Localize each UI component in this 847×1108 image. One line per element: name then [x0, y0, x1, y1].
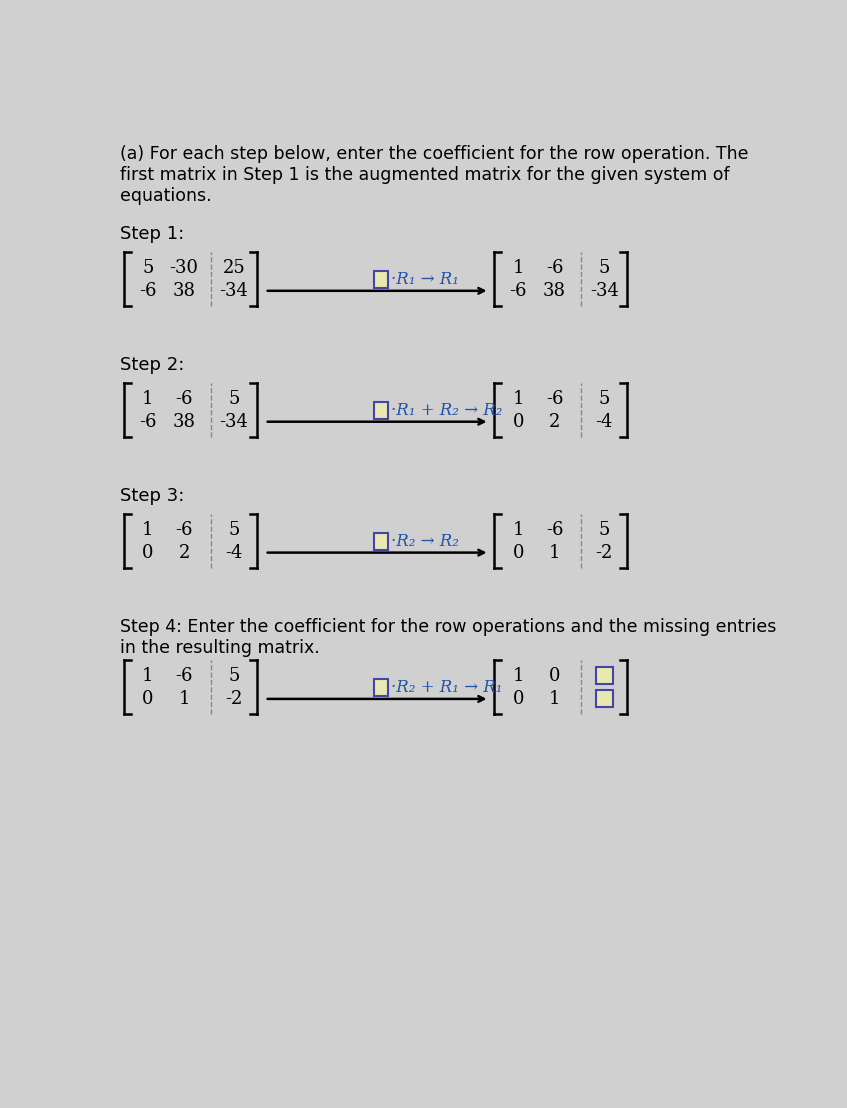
Text: 5: 5 [228, 667, 240, 685]
Text: 38: 38 [173, 281, 196, 300]
Text: 1: 1 [512, 521, 524, 538]
Text: Step 3:: Step 3: [119, 488, 184, 505]
Text: 5: 5 [599, 521, 610, 538]
Text: 0: 0 [512, 690, 524, 708]
Text: -2: -2 [595, 544, 613, 562]
Text: 5: 5 [599, 258, 610, 277]
Text: ·R₁ + R₂ → R₂: ·R₁ + R₂ → R₂ [391, 402, 502, 419]
FancyBboxPatch shape [374, 270, 388, 288]
Text: (a) For each step below, enter the coefficient for the row operation. The
first : (a) For each step below, enter the coeff… [119, 145, 749, 205]
Text: -6: -6 [545, 258, 563, 277]
Text: -2: -2 [225, 690, 242, 708]
Text: ·R₂ + R₁ → R₁: ·R₂ + R₁ → R₁ [391, 679, 502, 696]
Text: 0: 0 [512, 544, 524, 562]
Text: 2: 2 [179, 544, 190, 562]
Text: -6: -6 [175, 390, 193, 408]
Text: 1: 1 [142, 667, 153, 685]
Text: -4: -4 [595, 412, 613, 431]
Text: -4: -4 [225, 544, 242, 562]
Text: -6: -6 [509, 281, 527, 300]
Text: 1: 1 [549, 690, 561, 708]
Text: 25: 25 [223, 258, 245, 277]
Text: 2: 2 [549, 412, 560, 431]
Text: 38: 38 [173, 412, 196, 431]
Text: 1: 1 [179, 690, 190, 708]
FancyBboxPatch shape [595, 667, 612, 685]
Text: -6: -6 [175, 667, 193, 685]
Text: Step 2:: Step 2: [119, 357, 184, 375]
Text: 5: 5 [228, 521, 240, 538]
Text: -6: -6 [545, 390, 563, 408]
Text: ·R₂ → R₂: ·R₂ → R₂ [391, 533, 459, 550]
FancyBboxPatch shape [374, 402, 388, 419]
Text: -6: -6 [139, 281, 157, 300]
Text: -6: -6 [175, 521, 193, 538]
Text: 1: 1 [142, 390, 153, 408]
Text: Step 1:: Step 1: [119, 225, 184, 244]
Text: 5: 5 [142, 258, 153, 277]
Text: ·R₁ → R₁: ·R₁ → R₁ [391, 270, 459, 288]
Text: 1: 1 [512, 258, 524, 277]
Text: 0: 0 [142, 544, 153, 562]
Text: -6: -6 [545, 521, 563, 538]
FancyBboxPatch shape [374, 533, 388, 550]
Text: 38: 38 [543, 281, 566, 300]
Text: -34: -34 [590, 281, 618, 300]
FancyBboxPatch shape [374, 679, 388, 696]
Text: -34: -34 [219, 281, 248, 300]
Text: 1: 1 [142, 521, 153, 538]
FancyBboxPatch shape [595, 690, 612, 707]
Text: 0: 0 [549, 667, 561, 685]
Text: 0: 0 [512, 412, 524, 431]
Text: 1: 1 [549, 544, 561, 562]
Text: Step 4: Enter the coefficient for the row operations and the missing entries
in : Step 4: Enter the coefficient for the ro… [119, 618, 776, 657]
Text: 5: 5 [599, 390, 610, 408]
Text: 5: 5 [228, 390, 240, 408]
Text: 1: 1 [512, 390, 524, 408]
Text: 0: 0 [142, 690, 153, 708]
Text: -34: -34 [219, 412, 248, 431]
Text: -6: -6 [139, 412, 157, 431]
Text: 1: 1 [512, 667, 524, 685]
Text: -30: -30 [169, 258, 199, 277]
